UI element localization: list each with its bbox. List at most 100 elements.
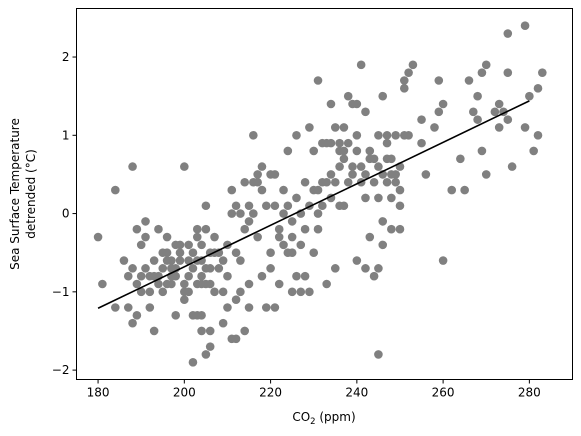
data-point: [464, 76, 474, 85]
data-point: [223, 303, 232, 312]
data-point: [244, 201, 254, 211]
data-point: [214, 264, 224, 273]
data-point: [253, 177, 262, 187]
data-point: [382, 138, 392, 148]
data-point: [395, 201, 405, 211]
data-point: [374, 350, 383, 359]
x-axis-label: CO2 (ppm): [292, 410, 355, 427]
data-point: [395, 185, 405, 195]
data-point: [261, 303, 271, 312]
y-tick-label: 0: [62, 207, 70, 221]
data-point: [175, 240, 185, 250]
data-point: [339, 201, 349, 211]
data-point: [236, 287, 245, 297]
data-point: [119, 256, 129, 265]
data-point: [162, 248, 172, 257]
data-point: [149, 256, 159, 265]
data-point: [529, 146, 538, 156]
data-point: [318, 201, 327, 211]
data-point: [296, 287, 306, 297]
data-point: [244, 303, 254, 312]
data-point: [473, 91, 482, 101]
data-point: [447, 185, 457, 195]
data-point: [352, 131, 362, 140]
data-point: [369, 154, 379, 164]
data-point: [374, 193, 383, 203]
data-point: [374, 162, 383, 171]
data-point: [382, 131, 392, 140]
data-point: [313, 76, 323, 85]
data-point: [180, 295, 189, 304]
data-point: [279, 209, 288, 218]
data-point: [175, 248, 185, 257]
data-point: [343, 138, 353, 148]
y-tick-label: 2: [62, 50, 70, 64]
x-axis-label-suffix: (ppm): [316, 410, 356, 424]
data-point: [378, 91, 388, 101]
data-point: [149, 326, 159, 336]
data-point: [533, 84, 543, 93]
data-point: [158, 264, 168, 273]
data-point: [223, 271, 232, 281]
data-point: [404, 68, 413, 77]
data-point: [141, 232, 150, 242]
x-axis-label-subscript: 2: [310, 417, 315, 427]
x-tick-label: 240: [345, 386, 368, 400]
data-point: [322, 177, 331, 187]
data-point: [507, 162, 517, 171]
data-point: [404, 131, 413, 140]
data-point: [343, 91, 353, 101]
data-point: [201, 224, 211, 234]
data-point: [244, 279, 254, 289]
data-point: [395, 224, 405, 234]
data-point: [335, 138, 344, 148]
data-point: [533, 131, 543, 140]
data-point: [175, 256, 185, 265]
data-point: [469, 107, 478, 117]
data-point: [158, 287, 168, 297]
data-point: [417, 115, 426, 124]
data-point: [270, 170, 280, 179]
data-point: [365, 146, 375, 156]
data-point: [231, 201, 241, 211]
data-point: [361, 264, 370, 273]
data-point: [188, 248, 198, 257]
data-point: [154, 279, 163, 289]
data-point: [292, 193, 301, 203]
data-point: [210, 232, 219, 242]
data-point: [356, 60, 366, 70]
data-point: [244, 217, 254, 226]
data-point: [145, 287, 155, 297]
data-point: [313, 224, 323, 234]
data-point: [123, 271, 133, 281]
data-point: [171, 271, 180, 281]
data-point: [434, 107, 444, 117]
x-tick-label: 280: [518, 386, 541, 400]
data-point: [231, 295, 241, 304]
data-point: [361, 107, 370, 117]
data-point: [378, 217, 388, 226]
x-tick-label: 220: [259, 386, 282, 400]
data-point: [240, 326, 250, 336]
y-tick-label: −2: [52, 363, 70, 377]
data-point: [503, 68, 513, 77]
data-point: [503, 29, 513, 38]
data-point: [184, 287, 193, 297]
data-point: [218, 318, 228, 328]
data-point: [287, 217, 297, 226]
data-point: [374, 264, 383, 273]
data-point: [352, 256, 362, 265]
data-point: [266, 264, 275, 273]
data-point: [369, 177, 379, 187]
plot-frame: [76, 8, 573, 380]
data-point: [473, 115, 482, 124]
y-tick-label: 1: [62, 128, 70, 142]
data-point: [231, 248, 241, 257]
data-point: [296, 240, 306, 250]
y-axis-label: Sea Surface Temperature detrended (°C): [8, 118, 38, 270]
data-point: [348, 170, 357, 179]
data-point: [261, 201, 271, 211]
data-point: [162, 232, 172, 242]
data-point: [227, 209, 237, 218]
